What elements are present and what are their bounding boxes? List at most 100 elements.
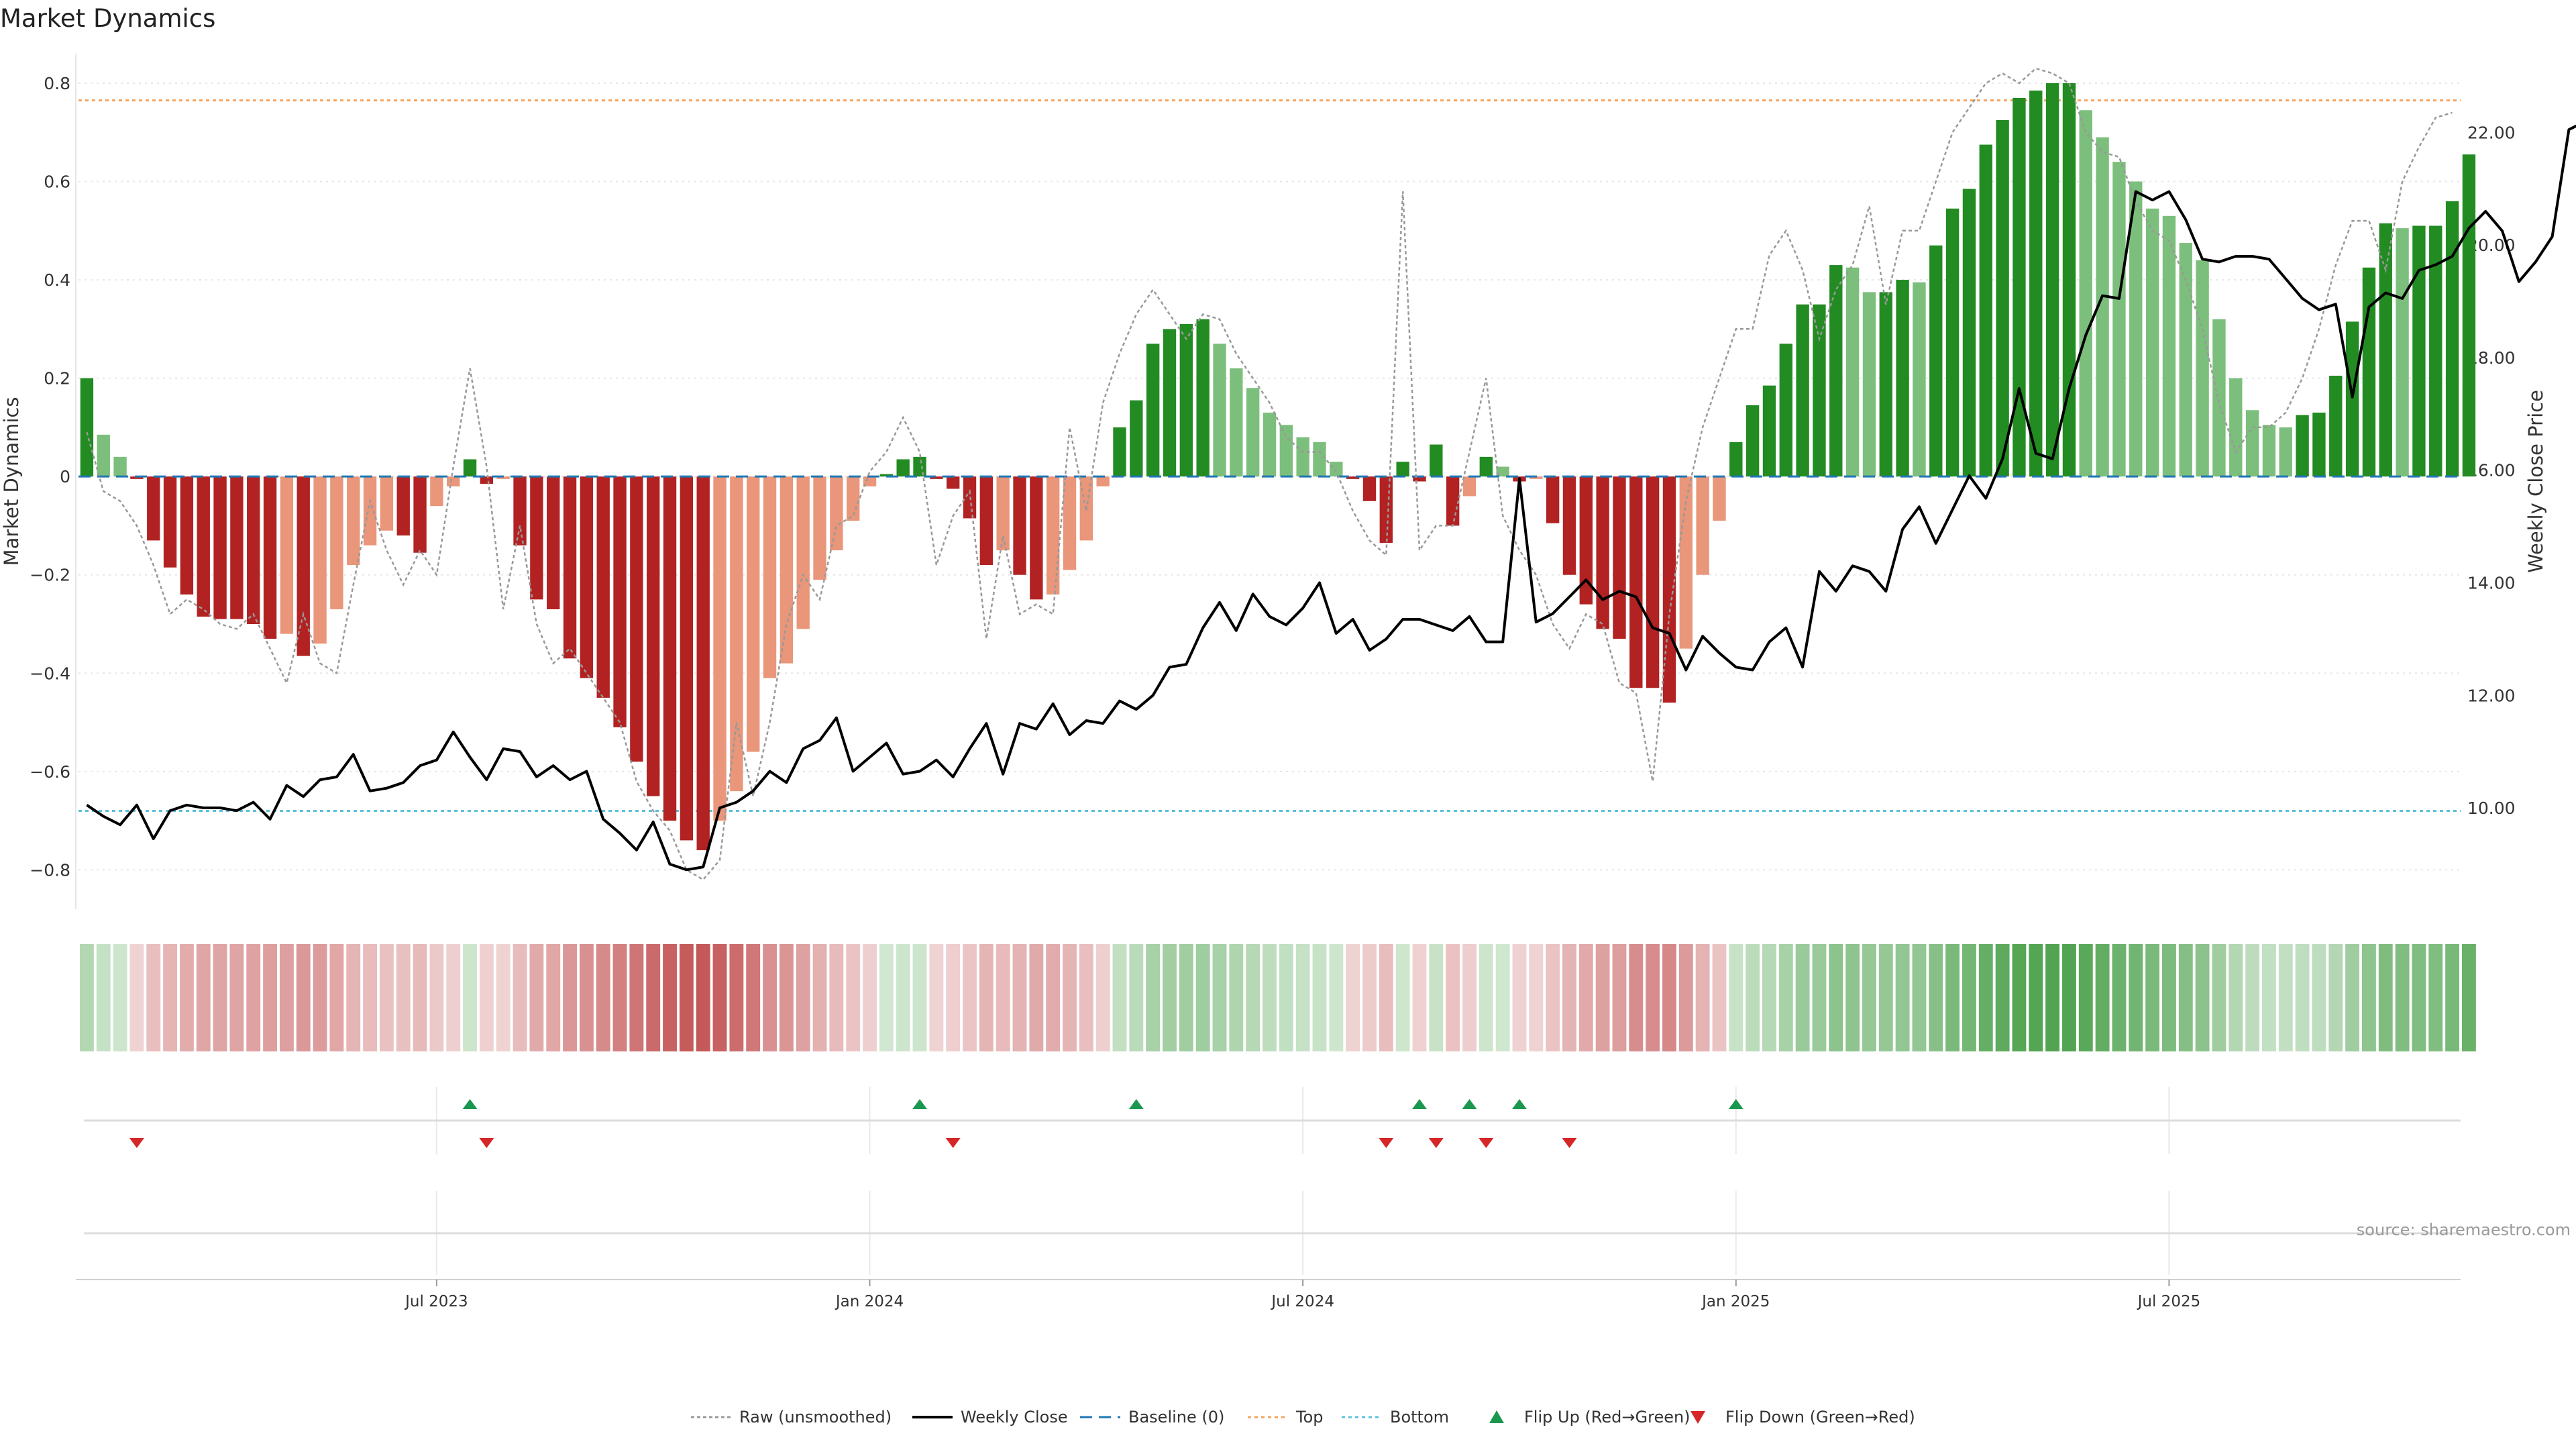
flip-down-marker [479, 1138, 494, 1148]
momentum-bar [213, 476, 227, 619]
flip-up-marker [1411, 1099, 1427, 1109]
heat-cell [1246, 944, 1260, 1051]
x-tick-label: Jul 2023 [404, 1293, 468, 1310]
momentum-bar [1979, 144, 1992, 477]
heat-cell [2262, 944, 2276, 1051]
momentum-bar [197, 476, 210, 617]
momentum-bar [2196, 260, 2209, 477]
momentum-bar [1613, 476, 1626, 639]
chart-title: Market Dynamics [0, 4, 215, 33]
momentum-bar [1130, 400, 1143, 477]
momentum-bar [263, 476, 277, 639]
heat-cell [1929, 944, 1943, 1051]
heat-cell [2245, 944, 2260, 1051]
y-tick-label: −0.8 [30, 860, 70, 880]
momentum-bar [1462, 476, 1477, 497]
heat-cell [946, 944, 961, 1051]
flip-up-marker [912, 1099, 928, 1109]
momentum-bar [747, 476, 760, 752]
momentum-bar [2179, 243, 2192, 477]
heat-cell [1312, 944, 1327, 1051]
heat-cell [2278, 944, 2293, 1051]
heat-cell [1279, 944, 1293, 1051]
flip-up-marker [462, 1099, 478, 1109]
momentum-bar [1163, 329, 1177, 477]
axes-group: −0.8 −0.6 −0.4 −0.2 0 0.2 0.4 0.6 0.8 10.00 12.00 1… [0, 54, 2576, 909]
heat-cell [729, 944, 744, 1051]
momentum-bar [2096, 137, 2109, 477]
momentum-bar [1713, 476, 1726, 521]
heat-cell [1612, 944, 1627, 1051]
heat-cell [829, 944, 844, 1051]
heat-cell [1829, 944, 1843, 1051]
heat-cell [479, 944, 494, 1051]
momentum-bar [2045, 83, 2059, 477]
momentum-bar [2245, 410, 2259, 477]
heat-cell [179, 944, 194, 1051]
momentum-bar [430, 476, 443, 507]
raw-unsmoothed-line [86, 67, 2453, 881]
momentum-bar [1446, 476, 1460, 526]
heat-cell [329, 944, 344, 1051]
y-tick-label: 0.8 [44, 74, 70, 93]
heat-cell [879, 944, 894, 1051]
momentum-bar [130, 476, 144, 479]
heat-cell [279, 944, 294, 1051]
y-tick-label: 0.2 [44, 369, 70, 388]
momentum-bar [713, 476, 727, 821]
momentum-bar [147, 476, 160, 541]
momentum-bar [247, 476, 260, 624]
momentum-bar [1479, 456, 1493, 477]
heat-cell [2112, 944, 2127, 1051]
heat-cell [1646, 944, 1660, 1051]
heat-cell [1063, 944, 1077, 1051]
heat-cell [79, 944, 94, 1051]
momentum-bar [663, 476, 677, 821]
momentum-bar [80, 378, 94, 477]
heat-cell [346, 944, 361, 1051]
bars-group [80, 83, 2476, 851]
heat-cell [646, 944, 661, 1051]
heat-cell [96, 944, 111, 1051]
momentum-bar [1313, 442, 1326, 477]
momentum-bar [1013, 476, 1026, 575]
momentum-bar [496, 476, 510, 479]
heat-cell [546, 944, 561, 1051]
momentum-bar [2262, 425, 2276, 477]
momentum-bar [1579, 476, 1593, 605]
heat-cell [1912, 944, 1927, 1051]
heat-cell [2095, 944, 2110, 1051]
momentum-bar [1779, 344, 1792, 477]
heat-cell [1195, 944, 1210, 1051]
heat-cell [2461, 944, 2476, 1051]
heat-cell [896, 944, 910, 1051]
momentum-bar [413, 476, 427, 553]
momentum-bar [180, 476, 194, 595]
momentum-bar [1762, 385, 1776, 477]
heat-cell [2195, 944, 2210, 1051]
heat-cell [679, 944, 694, 1051]
y-tick-label: 0.6 [44, 172, 70, 192]
y-tick-label: −0.4 [30, 664, 70, 683]
heat-cell [379, 944, 394, 1051]
heat-cell [529, 944, 544, 1051]
heat-cell [246, 944, 261, 1051]
heat-cell [1746, 944, 1760, 1051]
momentum-bar [1396, 462, 1409, 477]
heat-cell [2328, 944, 2343, 1051]
y2-tick-label: 10.00 [2467, 798, 2516, 818]
momentum-bar [1430, 444, 1443, 477]
heat-cell [1395, 944, 1410, 1051]
momentum-bar [1996, 119, 2009, 477]
heat-cell [563, 944, 577, 1051]
heat-cell [712, 944, 727, 1051]
momentum-bar [996, 476, 1010, 551]
heat-cell [229, 944, 244, 1051]
momentum-bar [613, 476, 627, 727]
heat-cell [1046, 944, 1061, 1051]
heat-cell [963, 944, 977, 1051]
heat-cell [912, 944, 927, 1051]
flip-up-marker [1511, 1099, 1527, 1109]
flip-markers-panel [84, 1087, 2461, 1275]
momentum-bar [1196, 319, 1210, 477]
